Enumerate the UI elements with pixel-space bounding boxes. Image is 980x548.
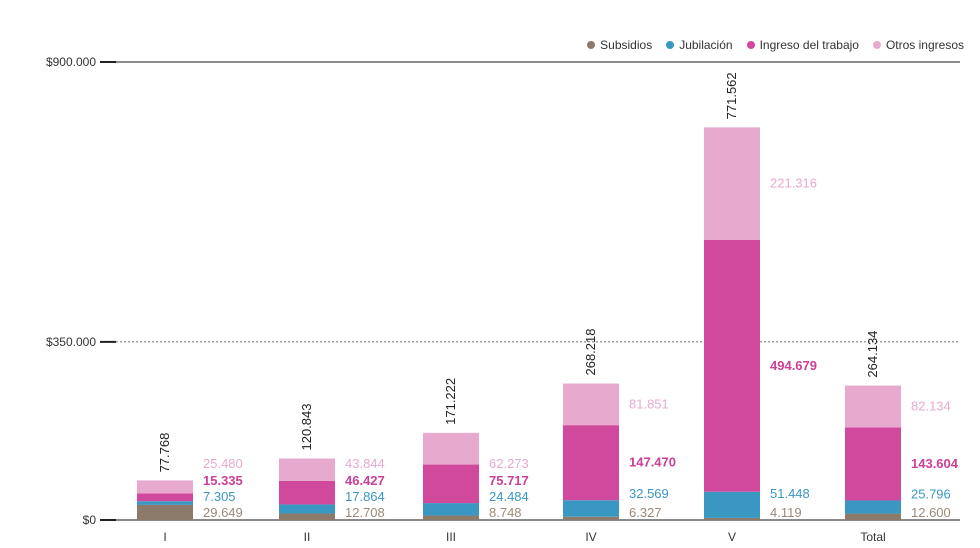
bar-segment-ingreso-del-trabajo [423,464,479,504]
segment-value-label: 82.134 [911,398,951,413]
legend-swatch-jubilacion [666,41,675,49]
bar-segment-ingreso-del-trabajo [845,427,901,501]
segment-value-label: 12.708 [345,505,385,520]
bar-segment-subsidios [279,513,335,520]
bar-segment-subsidios [845,513,901,520]
legend-label: Jubilación [679,38,733,52]
segment-value-label: 29.649 [203,505,243,520]
bar-segment-subsidios [137,504,193,520]
segment-value-label: 81.851 [629,396,669,411]
bar-segment-jubilaci-n [279,504,335,514]
bar-segment-jubilaci-n [704,491,760,518]
x-tick-label: V [728,530,736,544]
segment-value-label: 25.796 [911,486,951,501]
bar-segment-ingreso-del-trabajo [279,480,335,505]
x-tick-label: I [163,530,166,544]
y-tick-label: $0 [83,513,97,527]
segment-value-label: 62.273 [489,456,529,471]
bar-segment-jubilaci-n [423,503,479,516]
segment-value-label: 4.119 [770,505,802,520]
segment-value-label: 32.569 [629,486,669,501]
legend-item-otros-ingresos: Otros ingresos [872,38,964,52]
bar-segment-subsidios [704,517,760,520]
bar-segment-otros-ingresos [137,480,193,494]
bar-segment-otros-ingresos [563,383,619,426]
legend-swatch-otros-ingresos [872,41,881,49]
bar-segment-subsidios [423,515,479,520]
bar-segment-otros-ingresos [279,458,335,481]
bar-segment-jubilaci-n [845,500,901,514]
bar-segment-jubilaci-n [563,500,619,517]
y-tick-label: $350.000 [46,335,96,349]
y-tick-label: $900.000 [46,55,96,69]
legend-item-ingreso-trabajo: Ingreso del trabajo [746,38,859,52]
segment-value-label: 15.335 [203,473,243,488]
segment-value-label: 494.679 [770,358,817,373]
bar-segment-ingreso-del-trabajo [704,239,760,492]
segment-value-label: 46.427 [345,473,385,488]
segment-value-label: 43.844 [345,456,385,471]
segment-value-label: 25.480 [203,456,243,471]
x-tick-label: II [304,530,311,544]
bar-total-label: 264.134 [865,331,880,378]
legend-label: Ingreso del trabajo [759,38,859,52]
segment-value-label: 12.600 [911,505,951,520]
bar-segment-ingreso-del-trabajo [563,425,619,501]
legend-label: Otros ingresos [885,38,964,52]
segment-value-label: 147.470 [629,455,676,470]
segment-value-label: 17.864 [345,489,385,504]
legend-swatch-subsidios [587,41,596,49]
bar-total-label: 771.562 [724,72,739,119]
legend-label: Subsidios [600,38,653,52]
bar-total-label: 171.222 [443,378,458,425]
x-tick-label: III [446,530,456,544]
bar-total-label: 268.218 [583,329,598,376]
segment-value-label: 143.604 [911,456,959,471]
segment-value-label: 51.448 [770,486,810,501]
bar-segment-otros-ingresos [845,385,901,428]
bar-segment-jubilaci-n [137,501,193,505]
x-tick-label: IV [585,530,596,544]
bar-segment-subsidios [563,516,619,520]
bar-total-label: 77.768 [157,433,172,473]
segment-value-label: 221.316 [770,176,817,191]
bar-segment-otros-ingresos [704,127,760,240]
segment-value-label: 24.484 [489,489,529,504]
segment-value-label: 8.748 [489,505,522,520]
chart-legend: Subsidios Jubilación Ingreso del trabajo… [587,38,964,52]
bar-segment-ingreso-del-trabajo [137,493,193,502]
bar-total-label: 120.843 [299,404,314,451]
x-tick-label: Total [860,530,885,544]
segment-value-label: 75.717 [489,473,529,488]
segment-value-label: 6.327 [629,505,662,520]
bar-segment-otros-ingresos [423,432,479,465]
legend-item-subsidios: Subsidios [587,38,652,52]
legend-swatch-ingreso-trabajo [746,41,755,49]
legend-item-jubilacion: Jubilación [666,38,733,52]
segment-value-label: 7.305 [203,489,236,504]
